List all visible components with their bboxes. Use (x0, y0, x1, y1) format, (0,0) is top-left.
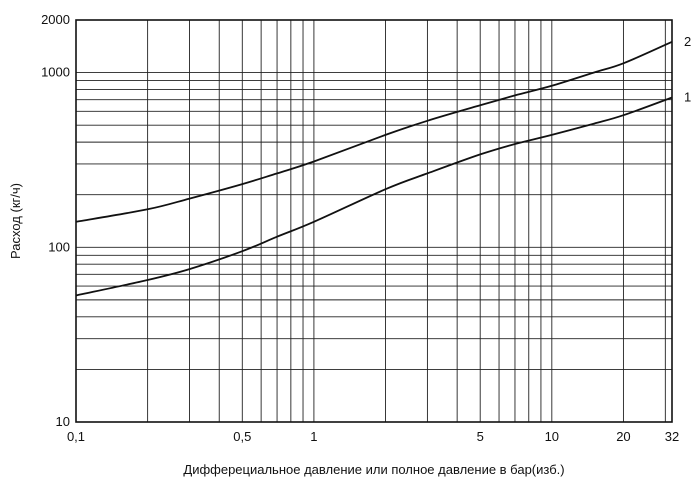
y-tick-label: 100 (48, 239, 70, 254)
y-tick-label: 10 (56, 414, 70, 429)
series-line-2 (75, 40, 673, 223)
y-axis-label: Расход (кг/ч) (8, 183, 23, 259)
x-tick-label: 0,1 (67, 429, 85, 444)
x-tick-label: 32 (665, 429, 679, 444)
x-tick-label: 1 (310, 429, 317, 444)
x-tick-label: 10 (545, 429, 559, 444)
x-axis-label: Дифферециальное давление или полное давл… (183, 462, 564, 477)
series-layer: 21 (75, 34, 691, 297)
x-tick-label: 0,5 (233, 429, 251, 444)
series-label-1: 1 (684, 90, 691, 105)
tick-label-layer: 0,1 0,5 1 5 10 20 32 10 100 1000 2000 (41, 12, 679, 444)
x-tick-label: 20 (616, 429, 630, 444)
y-tick-label: 1000 (41, 65, 70, 80)
y-tick-label: 2000 (41, 12, 70, 27)
series-line-1 (75, 96, 673, 297)
series-label-2: 2 (684, 34, 691, 49)
x-tick-label: 5 (477, 429, 484, 444)
grid-layer (75, 19, 673, 423)
